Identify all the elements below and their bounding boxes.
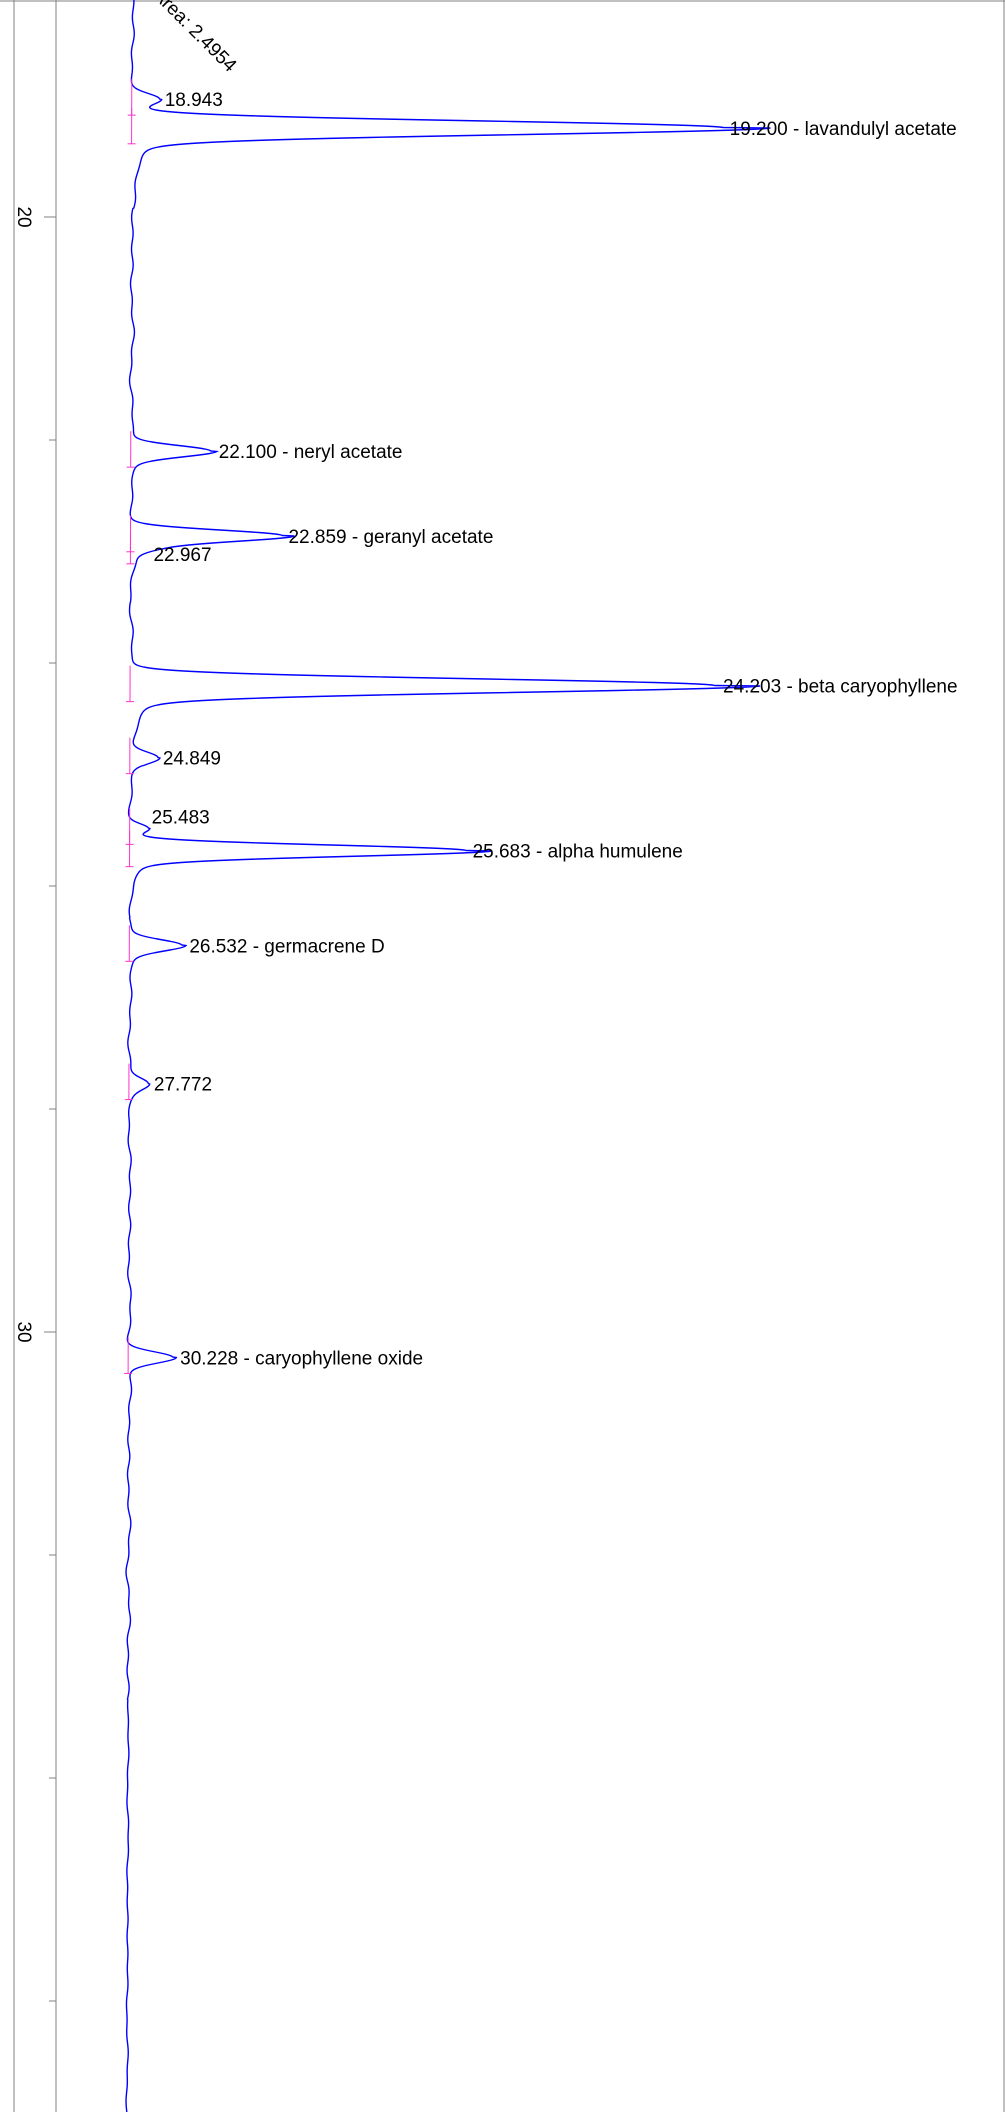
peak-label: 25.483	[152, 807, 210, 828]
peak-labels: 18.943 19.200 - lavandulyl acetate 22.100 …	[148, 0, 957, 1369]
peak-label: 18.943	[165, 90, 223, 111]
area-annotation: Area: 2.4954	[148, 0, 240, 77]
peak-label: 30.228 - caryophyllene oxide	[180, 1348, 423, 1369]
signal-trace	[126, 0, 770, 2112]
peak-label: 25.683 - alpha humulene	[473, 842, 683, 863]
peak-label: 26.532 - germacrene D	[189, 936, 384, 957]
peak-label: 22.100 - neryl acetate	[219, 442, 403, 463]
peak-label: 22.859 - geranyl acetate	[288, 527, 493, 548]
peak-label: 19.200 - lavandulyl acetate	[730, 119, 957, 140]
peak-label: 24.849	[163, 749, 221, 770]
peak-label: 27.772	[154, 1075, 212, 1096]
axis-tick-label: 30	[13, 1321, 34, 1342]
axis-tick-label: 20	[13, 206, 34, 227]
peak-label: 24.203 - beta caryophyllene	[723, 677, 958, 698]
peak-label: 22.967	[153, 545, 211, 566]
signal-trace-group	[124, 0, 770, 2112]
